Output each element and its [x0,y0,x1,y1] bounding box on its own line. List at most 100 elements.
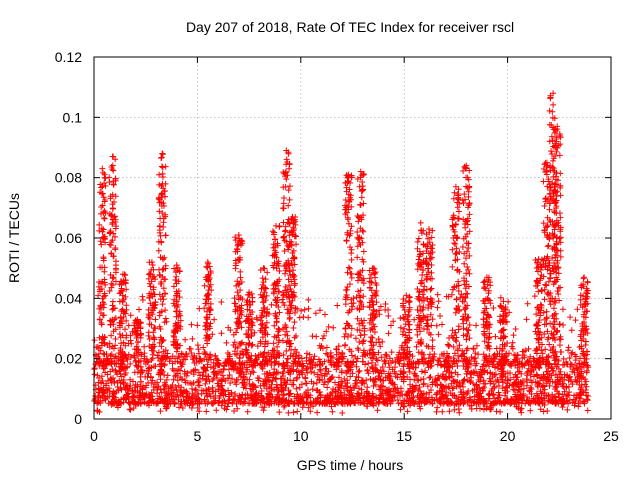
data-point [235,292,242,299]
data-point [428,285,435,292]
data-point [460,378,467,385]
data-point [427,256,434,263]
data-point [279,337,286,344]
data-point [389,380,396,387]
data-point [250,382,257,389]
data-point [547,270,554,277]
data-point [254,316,261,323]
data-point [98,304,105,311]
data-point [473,405,480,412]
data-point [215,400,222,407]
data-point [346,232,353,239]
data-point [150,347,157,354]
data-point [359,320,366,327]
data-point [187,380,194,387]
data-point [463,248,470,255]
data-point [96,362,103,369]
data-point [177,360,184,367]
data-point [544,336,551,343]
data-point [583,362,590,369]
data-point [553,217,560,224]
data-point [396,349,403,356]
data-point [204,400,211,407]
data-point [164,350,171,357]
data-point [429,241,436,248]
data-point [137,383,144,390]
data-point [159,170,166,177]
data-point [254,343,261,350]
data-point [423,275,430,282]
data-point [94,343,101,350]
data-point [212,397,219,404]
data-point [224,350,231,357]
data-point [397,315,404,322]
data-point [455,208,462,215]
data-point [521,352,528,359]
data-point [333,366,340,373]
data-point [411,385,418,392]
data-point [429,398,436,405]
data-point [272,375,279,382]
data-point [255,377,262,384]
data-point [271,333,278,340]
data-point [150,284,157,291]
data-point [269,252,276,259]
data-points [91,90,592,416]
data-point [331,379,338,386]
data-point [112,233,119,240]
data-point [232,300,239,307]
data-point [542,316,549,323]
data-point [268,301,275,308]
data-point [99,190,106,197]
data-point [344,380,351,387]
data-point [496,318,503,325]
data-point [378,370,385,377]
data-point [188,321,195,328]
data-point [334,302,341,309]
data-point [475,351,482,358]
data-point [537,381,544,388]
data-point [348,300,355,307]
data-point [187,399,194,406]
data-point [341,375,348,382]
data-point [295,358,302,365]
data-point [542,195,549,202]
data-point [263,385,270,392]
data-point [368,400,375,407]
data-point [276,395,283,402]
data-point [286,183,293,190]
data-point [286,282,293,289]
data-point [159,180,166,187]
data-point [489,391,496,398]
data-point [480,316,487,323]
data-point [536,331,543,338]
data-point [214,357,221,364]
data-point [497,302,504,309]
data-point [226,396,233,403]
data-point [348,250,355,257]
data-point [336,356,343,363]
data-point [122,326,129,333]
data-point [546,382,553,389]
data-point [580,335,587,342]
data-point [514,397,521,404]
data-point [231,396,238,403]
data-point [513,403,520,410]
data-point [261,358,268,365]
data-point [356,320,363,327]
data-point [158,154,165,161]
data-point [137,319,144,326]
data-point [161,396,168,403]
data-point [144,373,151,380]
data-point [147,300,154,307]
data-point [276,326,283,333]
data-point [367,338,374,345]
data-point [373,308,380,315]
data-point [188,368,195,375]
data-point [339,409,346,416]
data-point [101,215,108,222]
data-point [495,394,502,401]
data-point [386,364,393,371]
data-point [449,263,456,270]
data-point [546,190,553,197]
